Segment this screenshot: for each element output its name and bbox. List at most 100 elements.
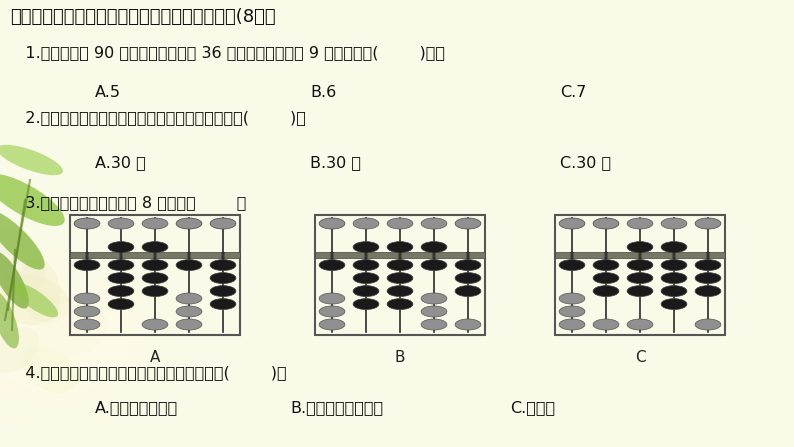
Ellipse shape (210, 273, 236, 283)
Bar (70, 215, 240, 335)
Ellipse shape (176, 293, 202, 304)
Ellipse shape (0, 287, 130, 392)
Text: 千: 千 (119, 251, 123, 258)
Ellipse shape (0, 145, 63, 175)
Ellipse shape (627, 260, 653, 270)
Ellipse shape (176, 260, 202, 270)
Text: B.6: B.6 (310, 85, 336, 100)
Ellipse shape (142, 241, 168, 253)
Ellipse shape (695, 286, 721, 297)
Ellipse shape (22, 347, 78, 393)
Ellipse shape (20, 258, 60, 322)
Ellipse shape (33, 302, 107, 358)
Text: B.三角尺上的直角小: B.三角尺上的直角小 (290, 400, 384, 415)
Text: 十: 十 (187, 251, 191, 258)
Ellipse shape (210, 299, 236, 310)
Ellipse shape (421, 306, 447, 317)
Ellipse shape (353, 273, 379, 283)
Text: 十: 十 (672, 251, 676, 258)
Ellipse shape (353, 241, 379, 253)
Text: 千: 千 (604, 251, 608, 258)
Ellipse shape (559, 218, 585, 229)
Ellipse shape (142, 218, 168, 229)
Ellipse shape (108, 286, 134, 297)
Text: 2.小涵读完李白的《静夜思》这首古诗，大约要用(        )。: 2.小涵读完李白的《静夜思》这首古诗，大约要用( )。 (10, 110, 306, 125)
Ellipse shape (421, 319, 447, 330)
Ellipse shape (0, 174, 64, 226)
Bar (555, 215, 725, 335)
Ellipse shape (421, 293, 447, 304)
Ellipse shape (455, 319, 481, 330)
Text: 十: 十 (432, 251, 436, 258)
Text: A: A (150, 350, 160, 365)
Bar (70, 252, 240, 257)
Ellipse shape (593, 273, 619, 283)
Ellipse shape (210, 286, 236, 297)
Ellipse shape (559, 319, 585, 330)
Text: C.7: C.7 (560, 85, 587, 100)
Text: B: B (395, 350, 405, 365)
Ellipse shape (455, 286, 481, 297)
Text: C: C (634, 350, 646, 365)
Text: 万: 万 (85, 251, 89, 258)
Text: 3.哪个算盘的百位上表示 8 个百？（        ）: 3.哪个算盘的百位上表示 8 个百？（ ） (10, 195, 246, 210)
Ellipse shape (0, 273, 150, 408)
Ellipse shape (455, 260, 481, 270)
Text: 万: 万 (570, 251, 574, 258)
Ellipse shape (661, 218, 687, 229)
Ellipse shape (661, 260, 687, 270)
Ellipse shape (559, 306, 585, 317)
Ellipse shape (695, 260, 721, 270)
Ellipse shape (142, 319, 168, 330)
Ellipse shape (176, 306, 202, 317)
Ellipse shape (661, 299, 687, 310)
Text: 1.王师傅要烤 90 个面包，已经烤了 36 个，剩下的每次烤 9 个，还要烤(        )次。: 1.王师傅要烤 90 个面包，已经烤了 36 个，剩下的每次烤 9 个，还要烤(… (10, 45, 445, 60)
Text: 千: 千 (364, 251, 368, 258)
Ellipse shape (421, 241, 447, 253)
Text: A.30 时: A.30 时 (95, 155, 146, 170)
Ellipse shape (319, 218, 345, 229)
Ellipse shape (627, 218, 653, 229)
Text: 百: 百 (638, 251, 642, 258)
Ellipse shape (0, 211, 44, 270)
Text: 个: 个 (221, 251, 225, 258)
Text: 百: 百 (398, 251, 402, 258)
Text: 4.我们三角尺上的直角与黑板上的直角相比，(        )。: 4.我们三角尺上的直角与黑板上的直角相比，( )。 (10, 365, 287, 380)
Ellipse shape (74, 306, 100, 317)
Text: 三、选一选。（把正确答案的选项填在括号里）(8分）: 三、选一选。（把正确答案的选项填在括号里）(8分） (10, 8, 276, 26)
Text: B.30 分: B.30 分 (310, 155, 361, 170)
Bar (315, 252, 485, 257)
Ellipse shape (421, 218, 447, 229)
Ellipse shape (593, 218, 619, 229)
Text: C.30 秒: C.30 秒 (560, 155, 611, 170)
Ellipse shape (559, 293, 585, 304)
Ellipse shape (319, 260, 345, 270)
Ellipse shape (661, 273, 687, 283)
Ellipse shape (455, 273, 481, 283)
Ellipse shape (108, 260, 134, 270)
Ellipse shape (455, 218, 481, 229)
Ellipse shape (142, 260, 168, 270)
Text: C.一样大: C.一样大 (510, 400, 555, 415)
Ellipse shape (0, 274, 70, 325)
Ellipse shape (387, 218, 413, 229)
Ellipse shape (210, 260, 236, 270)
Ellipse shape (176, 218, 202, 229)
Ellipse shape (353, 218, 379, 229)
Ellipse shape (210, 218, 236, 229)
Ellipse shape (108, 299, 134, 310)
Text: A.黑板上的直角大: A.黑板上的直角大 (95, 400, 178, 415)
Ellipse shape (74, 260, 100, 270)
Ellipse shape (627, 286, 653, 297)
Ellipse shape (353, 260, 379, 270)
Ellipse shape (74, 218, 100, 229)
Bar (555, 252, 725, 257)
Text: 个: 个 (466, 251, 470, 258)
Ellipse shape (695, 319, 721, 330)
Ellipse shape (142, 286, 168, 297)
Ellipse shape (176, 319, 202, 330)
Ellipse shape (319, 306, 345, 317)
Ellipse shape (387, 273, 413, 283)
Ellipse shape (0, 291, 19, 348)
Ellipse shape (695, 273, 721, 283)
